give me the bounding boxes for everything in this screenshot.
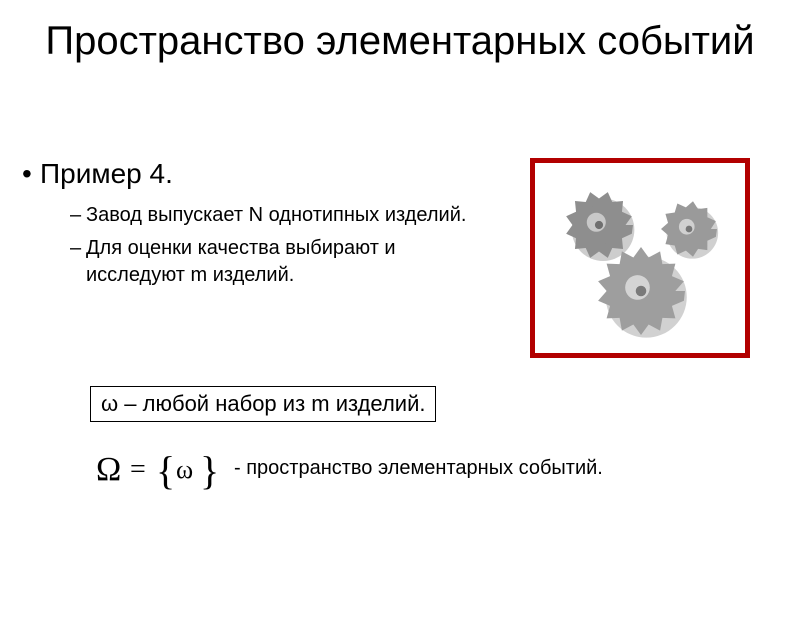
formula: Ω = {ω} [90, 440, 220, 496]
svg-text:=: = [130, 454, 146, 485]
page-title: Пространство элементарных событий [40, 18, 760, 64]
svg-text:ω: ω [176, 455, 193, 484]
sub-bullets: Завод выпускает N однотипных изделий. Дл… [70, 202, 470, 289]
svg-text:{: { [156, 448, 175, 493]
svg-text:Ω: Ω [96, 451, 121, 488]
gears-figure [530, 158, 750, 358]
omega-definition: ω – любой набор из m изделий. [90, 386, 436, 422]
svg-text:}: } [200, 448, 219, 493]
list-item: Завод выпускает N однотипных изделий. [70, 202, 470, 229]
formula-caption: - пространство элементарных событий. [234, 457, 603, 480]
gears-icon [535, 163, 745, 353]
list-item: Для оценки качества выбирают и исследуют… [70, 235, 470, 289]
slide: Пространство элементарных событий Пример… [0, 18, 800, 618]
content-block: Пример 4. Завод выпускает N однотипных и… [40, 158, 470, 295]
example-heading: Пример 4. [40, 158, 470, 190]
formula-row: Ω = {ω} - пространство элементарных событи… [90, 440, 603, 496]
